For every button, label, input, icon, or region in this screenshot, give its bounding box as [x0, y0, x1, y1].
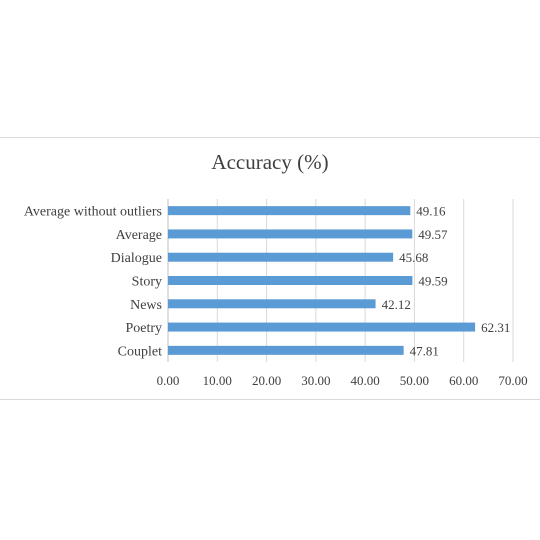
data-label: 49.57 [418, 227, 448, 242]
data-label: 42.12 [382, 297, 411, 312]
category-label: Story [132, 275, 162, 290]
bar [168, 252, 394, 262]
category-label: Dialogue [111, 251, 162, 266]
data-label: 62.31 [481, 320, 510, 335]
bar [168, 299, 376, 309]
x-tick-label: 20.00 [252, 373, 281, 388]
bar [168, 345, 404, 355]
category-label: Couplet [118, 344, 162, 359]
category-label: Average [116, 228, 162, 243]
data-label: 47.81 [410, 343, 439, 358]
bar [168, 322, 476, 332]
x-tick-label: 10.00 [203, 373, 232, 388]
x-tick-label: 30.00 [301, 373, 330, 388]
data-label: 45.68 [399, 250, 428, 265]
category-label: News [130, 298, 162, 313]
category-label: Poetry [125, 321, 162, 336]
data-label: 49.16 [416, 204, 446, 219]
bar [168, 206, 411, 216]
chart-frame-bottom [0, 399, 540, 400]
x-tick-label: 60.00 [449, 373, 478, 388]
bar [168, 229, 413, 239]
chart-frame-top [0, 137, 540, 138]
x-tick-label: 40.00 [351, 373, 380, 388]
bar [168, 276, 413, 285]
data-label: 49.59 [418, 274, 447, 289]
x-tick-label: 0.00 [157, 373, 180, 388]
x-tick-label: 50.00 [400, 373, 429, 388]
chart-title: Accuracy (%) [211, 150, 329, 174]
x-tick-label: 70.00 [498, 373, 527, 388]
category-label: Average without outliers [24, 205, 162, 220]
